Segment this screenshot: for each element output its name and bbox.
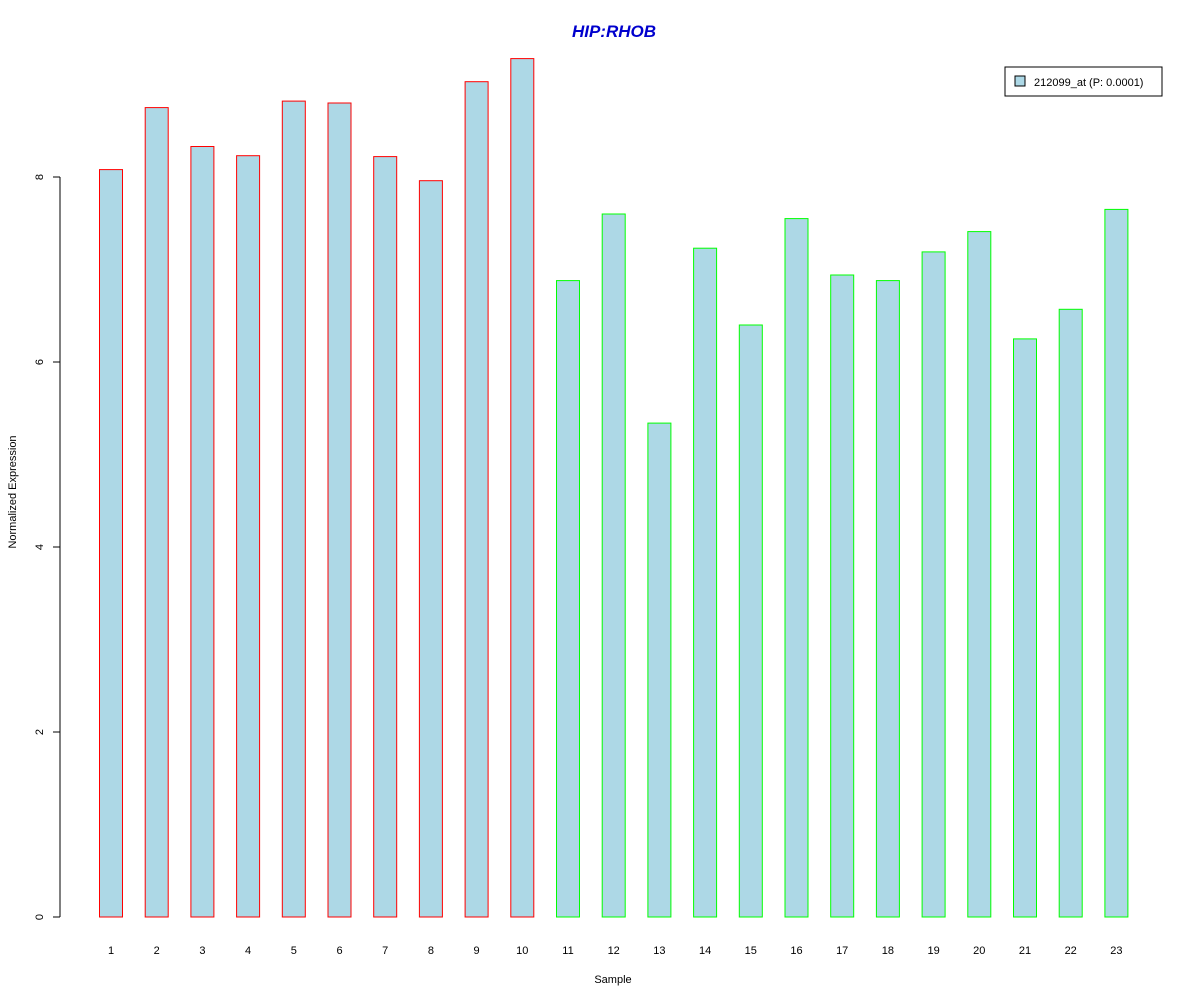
bar-sample-18 (875, 280, 900, 918)
x-tick-label: 22 (1065, 945, 1077, 957)
x-tick-label: 5 (291, 945, 297, 957)
bar-sample-11 (556, 280, 580, 918)
x-tick-label: 15 (745, 945, 757, 957)
x-tick-label: 6 (336, 945, 342, 957)
bar-sample-7 (373, 156, 398, 918)
x-tick-label: 21 (1019, 945, 1031, 957)
x-tick-label: 19 (927, 945, 939, 957)
bar-sample-23 (1104, 208, 1129, 918)
bar-sample-6 (327, 102, 352, 918)
x-tick-label: 2 (154, 945, 160, 957)
x-tick-label: 8 (428, 945, 434, 957)
x-axis-tick-labels: 1 2 3 4 5 6 7 8 9 10 11 12 13 14 15 16 17 18 19 20 21 22 23 (108, 945, 1123, 957)
bar-sample-13 (647, 422, 672, 918)
x-tick-label: 16 (790, 945, 802, 957)
bar-sample-22 (1058, 308, 1083, 918)
y-tick-label: 6 (34, 359, 46, 365)
y-tick-label: 0 (34, 914, 46, 920)
y-tick-label: 2 (34, 729, 46, 735)
bar-sample-17 (830, 274, 855, 918)
x-tick-label: 20 (973, 945, 985, 957)
x-tick-label: 10 (516, 945, 528, 957)
legend: 212099_at (P: 0.0001) (1004, 66, 1163, 97)
bar-sample-21 (1013, 338, 1037, 918)
bar-sample-5 (281, 100, 306, 918)
x-tick-label: 1 (108, 945, 114, 957)
x-tick-label: 13 (653, 945, 665, 957)
y-axis-label: Normalized Expression (7, 435, 19, 548)
x-tick-label: 9 (474, 945, 480, 957)
x-tick-label: 11 (562, 945, 573, 957)
y-tick-label: 4 (34, 544, 46, 550)
x-tick-label: 12 (608, 945, 620, 957)
chart-title: HIP:RHOB (572, 22, 656, 41)
bar-sample-3 (190, 146, 215, 918)
bar-sample-2 (144, 107, 169, 918)
x-axis-label: Sample (594, 974, 631, 986)
bar-sample-19 (921, 251, 946, 918)
x-tick-label: 7 (382, 945, 388, 957)
bar-sample-16 (784, 218, 809, 918)
bar-sample-10 (510, 58, 535, 918)
y-tick-label: 8 (34, 174, 46, 180)
bar-sample-9 (464, 81, 489, 918)
x-tick-label: 3 (199, 945, 205, 957)
bar-sample-1 (99, 169, 123, 918)
bar-sample-20 (967, 231, 992, 918)
y-axis: 0 2 4 6 8 (34, 174, 61, 920)
x-tick-label: 17 (836, 945, 848, 957)
x-tick-label: 23 (1110, 945, 1122, 957)
bar-sample-14 (693, 247, 718, 918)
bar-sample-4 (236, 155, 261, 918)
x-tick-label: 14 (699, 945, 711, 957)
bar-sample-12 (601, 213, 626, 918)
x-tick-label: 18 (882, 945, 894, 957)
legend-swatch (1014, 75, 1026, 87)
bar-sample-8 (418, 180, 443, 918)
bar-sample-15 (738, 324, 763, 918)
x-tick-label: 4 (245, 945, 251, 957)
legend-box (1004, 66, 1163, 97)
legend-label: 212099_at (P: 0.0001) (1034, 77, 1143, 89)
bars (99, 58, 1129, 918)
